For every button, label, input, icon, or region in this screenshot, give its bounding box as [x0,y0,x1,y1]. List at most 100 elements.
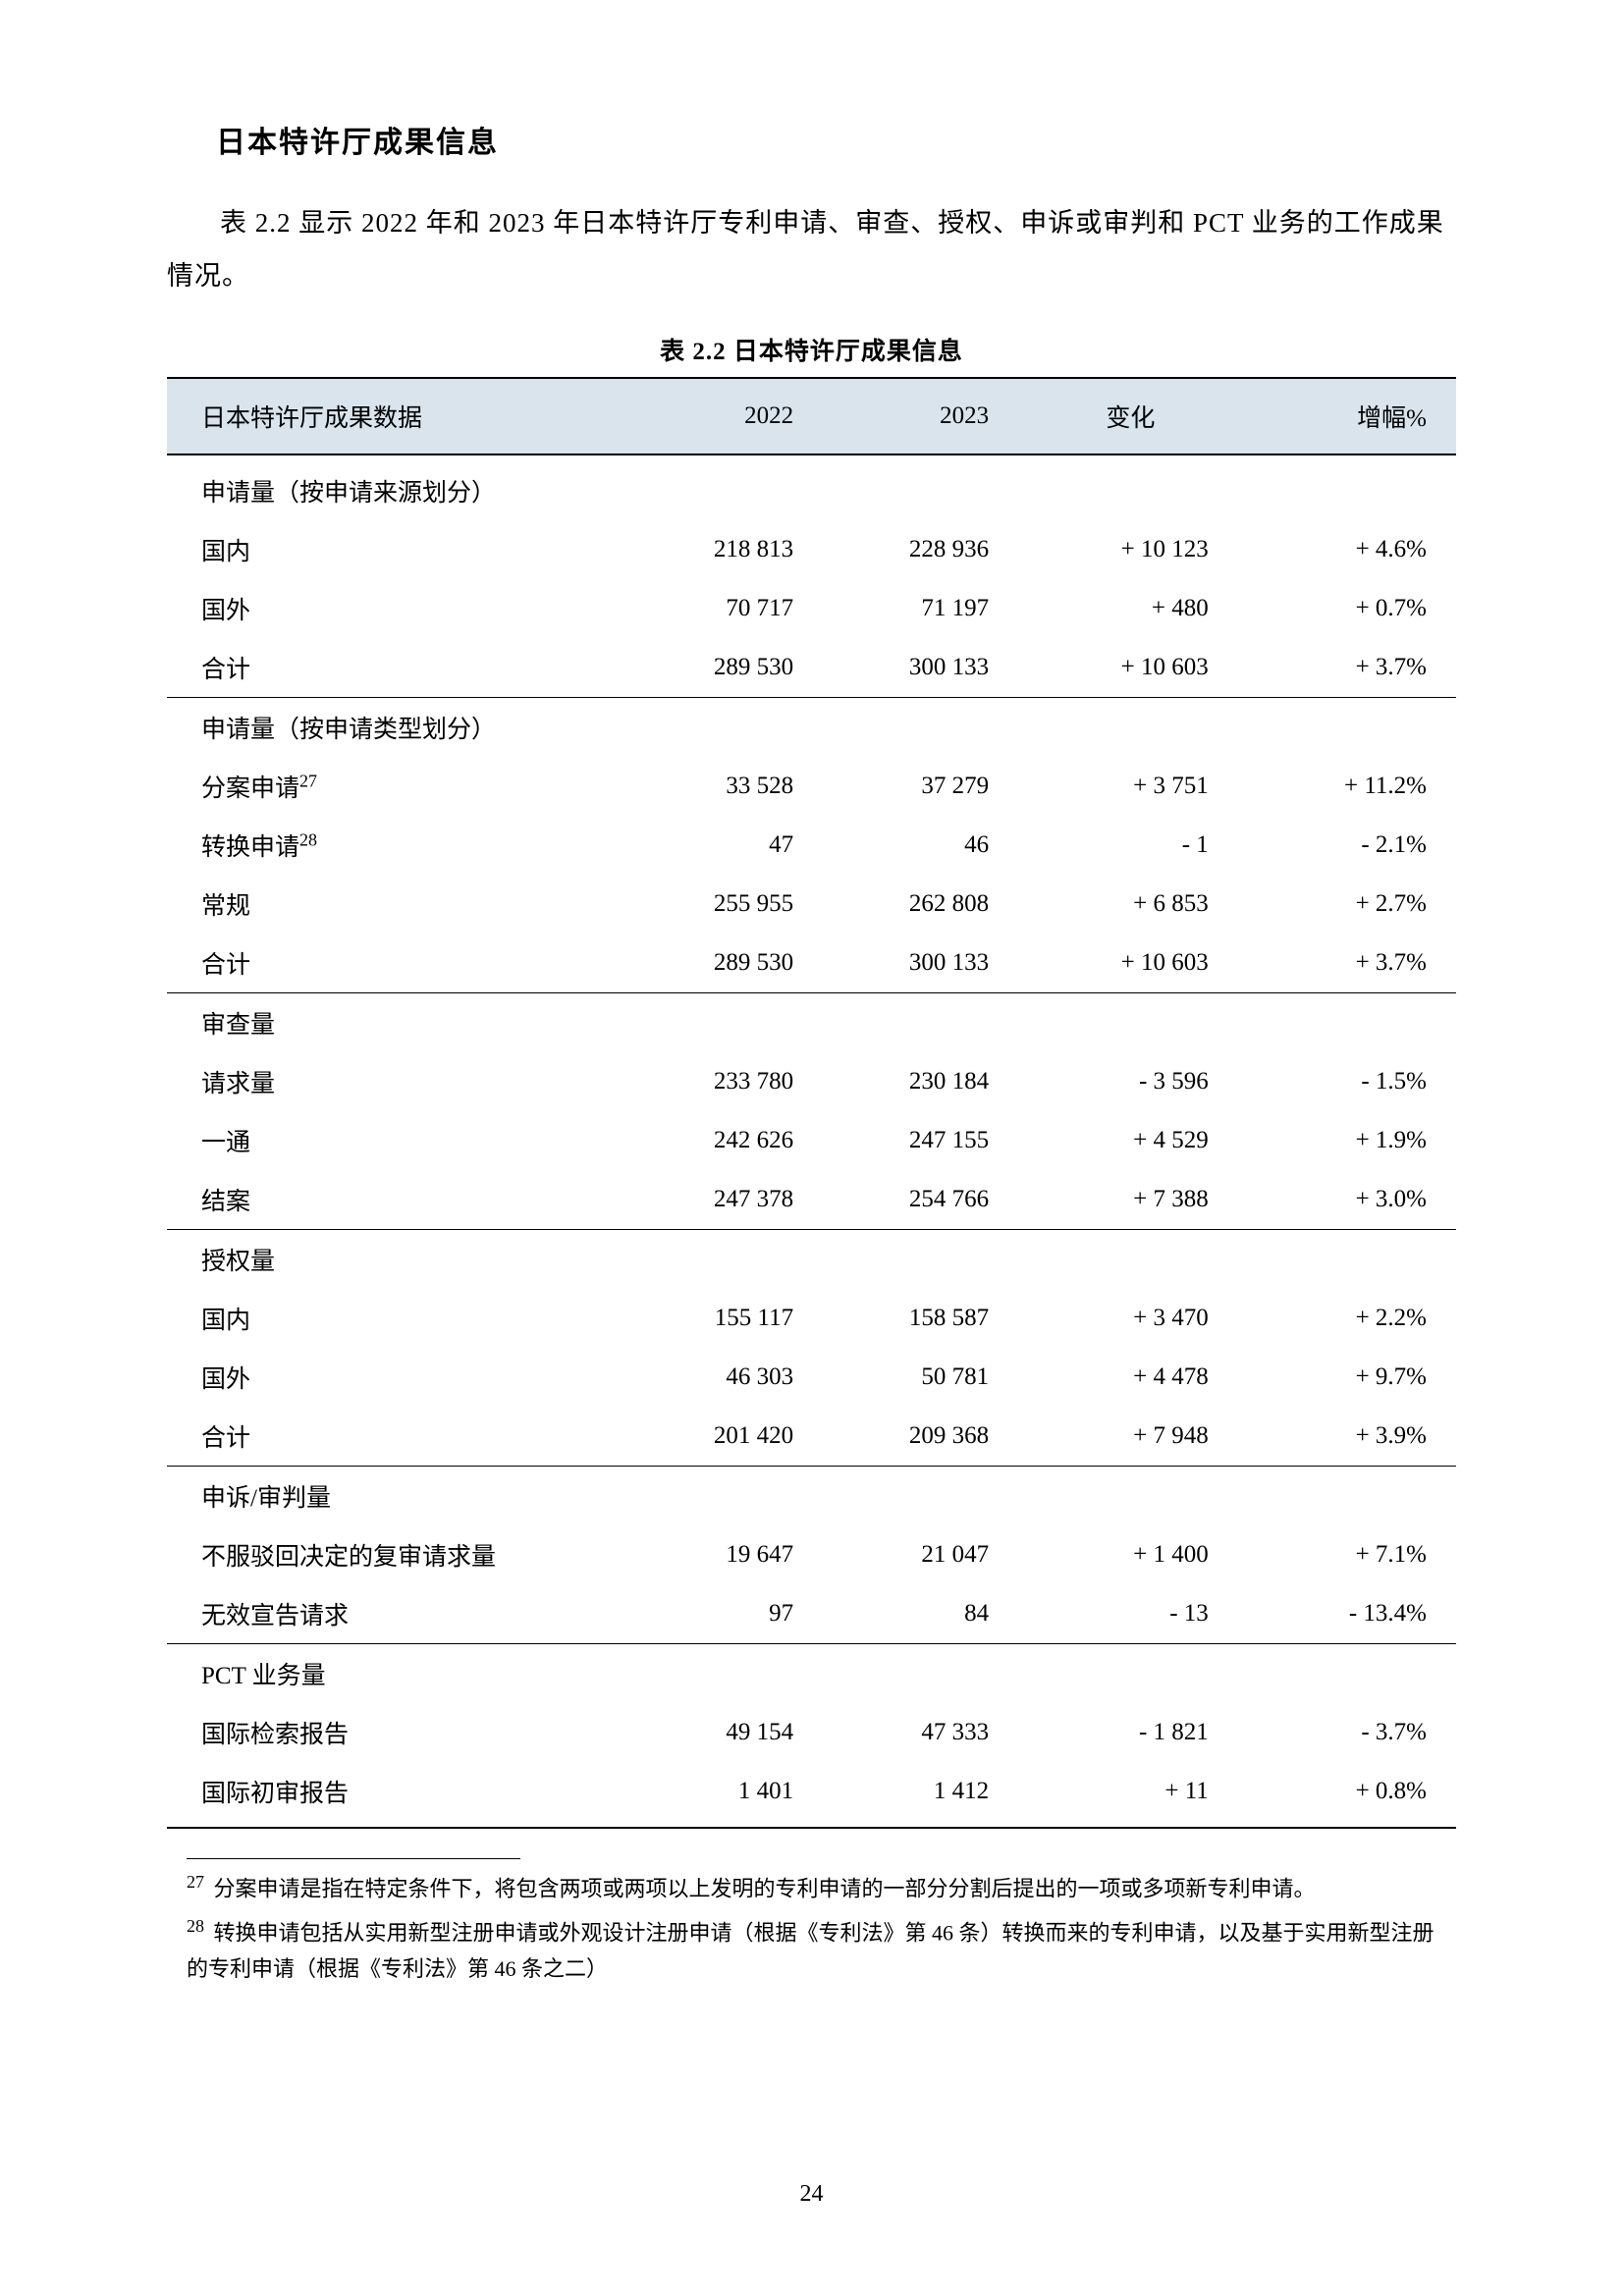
cell-change: - 3 596 [1013,1052,1248,1111]
header-pct: 增幅% [1248,378,1456,454]
cell-label: 国外 [167,1348,622,1407]
cell-pct: + 2.2% [1248,1289,1456,1348]
table-caption: 表 2.2 日本特许厅成果信息 [167,332,1456,367]
table-header: 日本特许厅成果数据 2022 2023 变化 增幅% [167,378,1456,454]
footnote-separator [187,1858,520,1859]
cell-change: - 1 [1013,816,1248,875]
cell-2023: 71 197 [818,579,1013,638]
cell-pct: + 4.6% [1248,520,1456,579]
cell-label: 无效宣告请求 [167,1584,622,1644]
cell-2023: 254 766 [818,1170,1013,1230]
section-row-title: 申请量（按申请来源划分） [167,454,1456,520]
page-number: 24 [0,2181,1623,2208]
cell-change: + 7 388 [1013,1170,1248,1230]
cell-2022: 47 [622,816,818,875]
cell-pct: - 2.1% [1248,816,1456,875]
table-row: 国外46 30350 781+ 4 478+ 9.7% [167,1348,1456,1407]
cell-label: 转换申请28 [167,816,622,875]
cell-change: + 6 853 [1013,875,1248,934]
table-row: 合计289 530300 133+ 10 603+ 3.7% [167,638,1456,698]
cell-2022: 70 717 [622,579,818,638]
table-row: 不服驳回决定的复审请求量19 64721 047+ 1 400+ 7.1% [167,1525,1456,1584]
cell-change: + 3 751 [1013,757,1248,816]
table-row: 结案247 378254 766+ 7 388+ 3.0% [167,1170,1456,1230]
cell-2023: 262 808 [818,875,1013,934]
table-row: 国际检索报告49 15447 333- 1 821- 3.7% [167,1703,1456,1762]
header-label: 日本特许厅成果数据 [167,378,622,454]
cell-change: + 7 948 [1013,1407,1248,1467]
cell-label: 国内 [167,1289,622,1348]
cell-change: + 4 529 [1013,1111,1248,1170]
cell-label: 结案 [167,1170,622,1230]
cell-2023: 1 412 [818,1762,1013,1828]
cell-label: 国外 [167,579,622,638]
cell-label: 合计 [167,638,622,698]
table-body: 申请量（按申请来源划分）国内218 813228 936+ 10 123+ 4.… [167,454,1456,1828]
cell-2023: 158 587 [818,1289,1013,1348]
cell-2023: 230 184 [818,1052,1013,1111]
cell-pct: + 7.1% [1248,1525,1456,1584]
section-title: 日本特许厅成果信息 [216,118,1456,161]
cell-2023: 300 133 [818,638,1013,698]
cell-label: 国内 [167,520,622,579]
table-row: 国内218 813228 936+ 10 123+ 4.6% [167,520,1456,579]
cell-label: 国际检索报告 [167,1703,622,1762]
cell-2022: 33 528 [622,757,818,816]
cell-label: 合计 [167,934,622,993]
cell-label: 常规 [167,875,622,934]
cell-pct: - 13.4% [1248,1584,1456,1644]
cell-2023: 209 368 [818,1407,1013,1467]
cell-pct: - 3.7% [1248,1703,1456,1762]
table-row: 国内155 117158 587+ 3 470+ 2.2% [167,1289,1456,1348]
cell-2022: 155 117 [622,1289,818,1348]
section-row-title: PCT 业务量 [167,1644,1456,1704]
table-row: 常规255 955262 808+ 6 853+ 2.7% [167,875,1456,934]
cell-2022: 233 780 [622,1052,818,1111]
table-row: 一通242 626247 155+ 4 529+ 1.9% [167,1111,1456,1170]
section-row-title: 审查量 [167,993,1456,1053]
cell-2022: 1 401 [622,1762,818,1828]
cell-pct: + 1.9% [1248,1111,1456,1170]
cell-change: + 3 470 [1013,1289,1248,1348]
cell-2022: 19 647 [622,1525,818,1584]
cell-label: 不服驳回决定的复审请求量 [167,1525,622,1584]
cell-2023: 46 [818,816,1013,875]
cell-2023: 247 155 [818,1111,1013,1170]
table-row: 请求量233 780230 184- 3 596- 1.5% [167,1052,1456,1111]
cell-label: 合计 [167,1407,622,1467]
table-row: 转换申请284746- 1- 2.1% [167,816,1456,875]
data-table: 日本特许厅成果数据 2022 2023 变化 增幅% 申请量（按申请来源划分）国… [167,377,1456,1829]
cell-2023: 37 279 [818,757,1013,816]
footnotes-block: 27 分案申请是指在特定条件下，将包含两项或两项以上发明的专利申请的一部分分割后… [167,1867,1456,1988]
cell-label: 国际初审报告 [167,1762,622,1828]
cell-pct: + 0.8% [1248,1762,1456,1828]
cell-change: - 13 [1013,1584,1248,1644]
section-row-title: 申请量（按申请类型划分） [167,698,1456,758]
table-row: 分案申请2733 52837 279+ 3 751+ 11.2% [167,757,1456,816]
cell-2022: 218 813 [622,520,818,579]
cell-pct: - 1.5% [1248,1052,1456,1111]
cell-2022: 289 530 [622,934,818,993]
cell-2022: 289 530 [622,638,818,698]
cell-pct: + 9.7% [1248,1348,1456,1407]
cell-change: + 4 478 [1013,1348,1248,1407]
cell-label: 请求量 [167,1052,622,1111]
cell-change: - 1 821 [1013,1703,1248,1762]
cell-2023: 21 047 [818,1525,1013,1584]
table-row: 合计289 530300 133+ 10 603+ 3.7% [167,934,1456,993]
cell-2022: 201 420 [622,1407,818,1467]
table-row: 合计201 420209 368+ 7 948+ 3.9% [167,1407,1456,1467]
cell-2023: 50 781 [818,1348,1013,1407]
cell-change: + 10 603 [1013,934,1248,993]
table-row: 无效宣告请求9784- 13- 13.4% [167,1584,1456,1644]
cell-pct: + 3.7% [1248,934,1456,993]
cell-change: + 10 123 [1013,520,1248,579]
cell-2023: 228 936 [818,520,1013,579]
cell-2022: 242 626 [622,1111,818,1170]
footnote: 28 转换申请包括从实用新型注册申请或外观设计注册申请（根据《专利法》第 46 … [187,1911,1436,1988]
cell-pct: + 3.7% [1248,638,1456,698]
cell-2022: 255 955 [622,875,818,934]
header-change: 变化 [1013,378,1248,454]
cell-change: + 1 400 [1013,1525,1248,1584]
cell-change: + 480 [1013,579,1248,638]
